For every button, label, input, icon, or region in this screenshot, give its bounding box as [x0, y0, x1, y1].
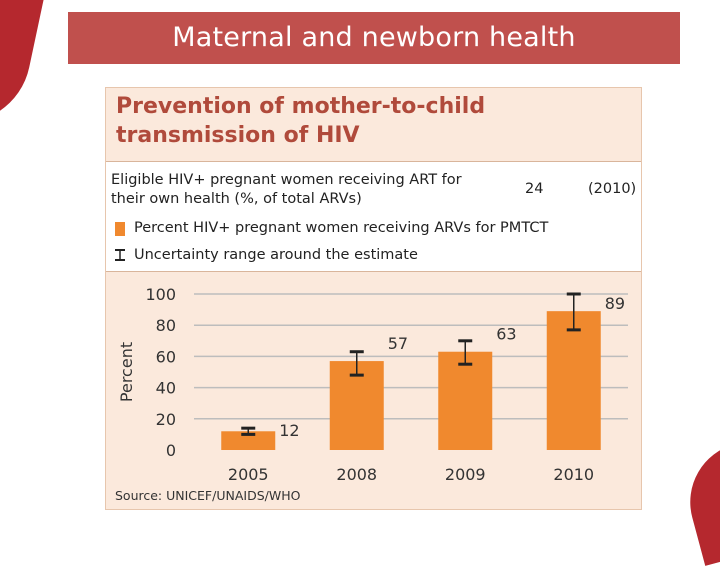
panel-title-line-2: transmission of HIV [116, 123, 360, 148]
art-info-box: Eligible HIV+ pregnant women receiving A… [106, 161, 641, 215]
bar-chart: 0 20 40 60 80 100 Percent 12 2005 57 2008 63 2009 89 2… [117, 285, 628, 484]
data-label-2008: 57 [388, 334, 408, 353]
bar-2010 [546, 311, 601, 450]
art-info-label-line-1: Eligible HIV+ pregnant women receiving A… [111, 172, 462, 188]
x-tick-label-2010: 2010 [553, 465, 594, 484]
x-tick-label-2008: 2008 [336, 465, 377, 484]
panel-title: Prevention of mother-to-child transmissi… [116, 92, 516, 150]
error-bar-icon [115, 249, 125, 261]
slide-title-banner: Maternal and newborn health [68, 12, 680, 64]
art-info-label-line-2: their own health (%, of total ARVs) [111, 191, 362, 207]
art-info-label: Eligible HIV+ pregnant women receiving A… [111, 171, 481, 209]
y-tick-label: 60 [156, 347, 176, 366]
data-label-2010: 89 [605, 294, 625, 313]
art-info-value: 24 [525, 181, 544, 197]
bar-2005 [221, 431, 276, 450]
x-tick-label-2009: 2009 [445, 465, 486, 484]
y-tick-label: 20 [156, 410, 176, 429]
chart-source: Source: UNICEF/UNAIDS/WHO [115, 488, 301, 503]
data-label-2009: 63 [496, 325, 516, 344]
corner-decoration-left [0, 0, 44, 136]
corner-decoration-right [676, 444, 720, 566]
data-label-2005: 12 [279, 421, 299, 440]
y-tick-label: 0 [166, 441, 176, 460]
chart-legend: Percent HIV+ pregnant women receiving AR… [106, 213, 641, 272]
y-axis-label: Percent [117, 342, 136, 402]
chart-panel: Prevention of mother-to-child transmissi… [105, 87, 642, 510]
x-tick-label-2005: 2005 [228, 465, 269, 484]
y-tick-label: 100 [145, 285, 176, 304]
y-tick-label: 80 [156, 316, 176, 335]
panel-title-line-1: Prevention of mother-to-child [116, 94, 486, 119]
art-info-year: (2010) [588, 181, 637, 197]
legend-bar-swatch [115, 222, 125, 236]
legend-error-label: Uncertainty range around the estimate [134, 247, 418, 263]
legend-bar-label: Percent HIV+ pregnant women receiving AR… [134, 220, 549, 236]
bar-2009 [438, 351, 493, 450]
y-tick-label: 40 [156, 379, 176, 398]
slide-title: Maternal and newborn health [172, 22, 576, 53]
